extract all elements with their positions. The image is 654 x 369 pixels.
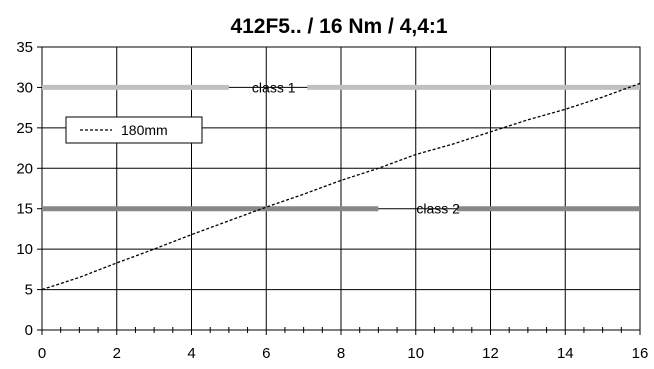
- x-tick-label-14: 14: [557, 345, 574, 362]
- y-tick-label-25: 25: [16, 120, 33, 137]
- x-tick-label-4: 4: [187, 345, 195, 362]
- y-tick-label-0: 0: [25, 322, 33, 339]
- legend-label-1: 180mm: [121, 122, 168, 138]
- x-tick-label-6: 6: [262, 345, 270, 362]
- x-tick-label-2: 2: [113, 345, 121, 362]
- y-tick-label-30: 30: [16, 79, 33, 96]
- y-tick-label-15: 15: [16, 201, 33, 218]
- reference-lines: class 1 class 2: [42, 79, 640, 217]
- x-tick-label-12: 12: [482, 345, 499, 362]
- series-layer: [41, 82, 641, 291]
- chart-title: 412F5.. / 16 Nm / 4,4:1: [230, 15, 447, 38]
- x-tick-label-16: 16: [632, 345, 649, 362]
- axes: 0 5 10 15 20 25 30 35 0 2 4 6 8 10 12 14 16: [16, 39, 648, 362]
- x-tick-label-0: 0: [38, 345, 46, 362]
- x-tick-label-10: 10: [407, 345, 424, 362]
- x-tick-label-8: 8: [337, 345, 345, 362]
- legend: 180mm: [65, 116, 203, 144]
- y-tick-label-20: 20: [16, 160, 33, 177]
- series-line-1: [41, 82, 641, 291]
- y-tick-label-10: 10: [16, 241, 33, 258]
- y-tick-label-35: 35: [16, 39, 33, 56]
- reference-line-label-1: class 1: [252, 79, 296, 95]
- y-tick-label-5: 5: [25, 282, 33, 299]
- legend-box: [65, 116, 203, 144]
- reference-line-label-2: class 2: [416, 201, 460, 217]
